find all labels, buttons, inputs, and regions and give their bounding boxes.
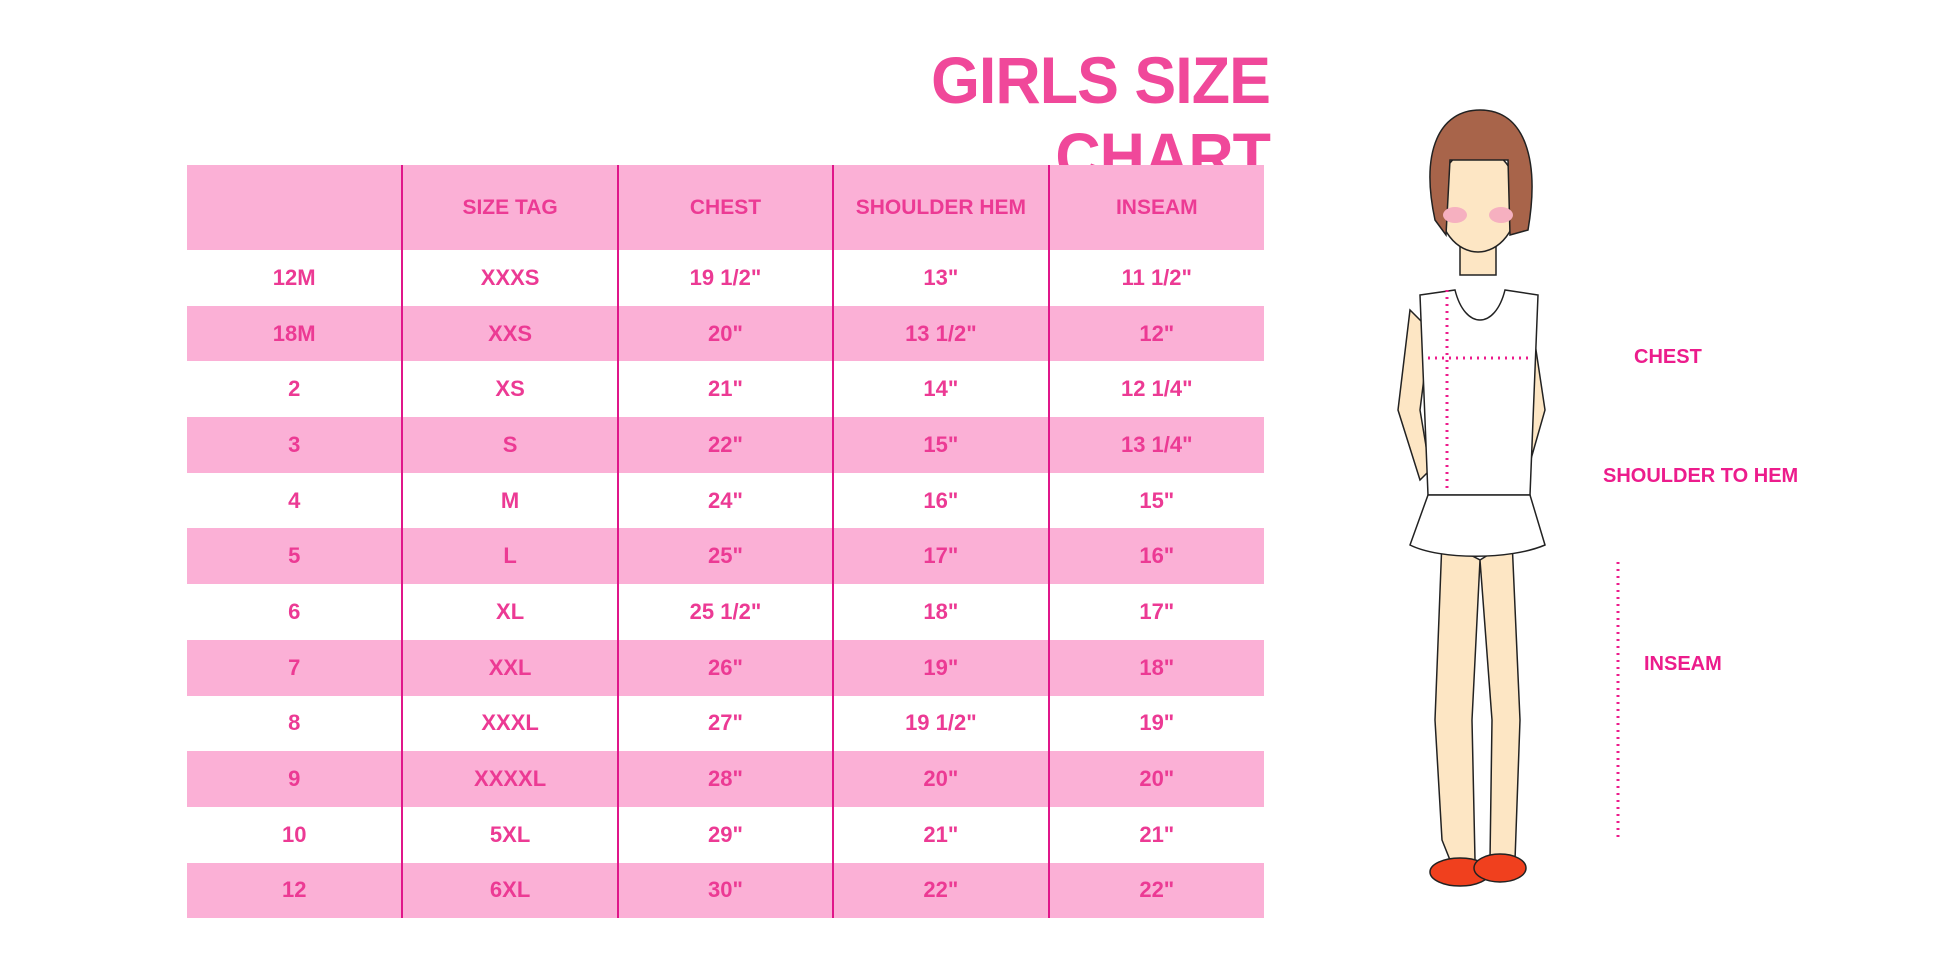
table-cell: 30" <box>616 862 834 919</box>
table-cell: 17" <box>832 528 1049 585</box>
table-cell: 17" <box>1047 584 1264 640</box>
table-cell: 21" <box>832 806 1049 863</box>
table-cell: 12 1/4" <box>1047 361 1264 418</box>
table-cell: 3 <box>187 417 403 473</box>
table-cell: 22" <box>1047 862 1264 919</box>
table-cell: 21" <box>616 361 834 418</box>
table-cell: 19" <box>1047 695 1264 752</box>
table-row: 8 XXXL 27" 19 1/2" 19" <box>187 695 1264 752</box>
table-cell: L <box>401 528 618 585</box>
table-cell: XL <box>401 584 618 640</box>
table-cell: 18" <box>1047 639 1264 696</box>
table-cell: 26" <box>616 639 834 696</box>
page-title: GIRLS SIZE CHART <box>931 43 1271 193</box>
cheek-right <box>1489 207 1513 223</box>
table-row: 4 M 24" 16" 15" <box>187 472 1264 529</box>
table-cell: 25 1/2" <box>616 584 834 640</box>
table-cell: XXS <box>401 305 618 362</box>
bloomers <box>1409 494 1546 557</box>
table-row: 12M XXXS 19 1/2" 13" 11 1/2" <box>187 250 1264 306</box>
column-header: SIZE TAG <box>401 165 618 250</box>
table-row: 9 XXXXL 28" 20" 20" <box>187 751 1264 807</box>
table-cell: 13 1/4" <box>1047 417 1264 473</box>
table-row: 2 XS 21" 14" 12 1/4" <box>187 361 1264 418</box>
legs <box>1434 538 1521 861</box>
table-cell: XS <box>401 361 618 418</box>
table-row: 5 L 25" 17" 16" <box>187 528 1264 585</box>
column-header <box>187 165 403 250</box>
column-header: CHEST <box>616 165 834 250</box>
table-cell: 12M <box>272 264 316 290</box>
table-cell: 19" <box>832 639 1049 696</box>
shoe-right <box>1473 853 1527 883</box>
table-row: 18M XXS 20" 13 1/2" 12" <box>187 305 1264 362</box>
table-cell: 29" <box>616 806 834 863</box>
table-cell: 14" <box>832 361 1049 418</box>
girl-measurement-illustration <box>1397 109 1620 887</box>
table-cell: 13" <box>832 250 1049 306</box>
table-row: 6 XL 25 1/2" 18" 17" <box>187 584 1264 640</box>
table-row: 7 XXL 26" 19" 18" <box>187 639 1264 696</box>
size-chart-table: SIZE TAG CHEST SHOULDER HEM INSEAM 12M XXXS 1… <box>187 165 1264 919</box>
cheek-left <box>1443 207 1467 223</box>
table-cell: 25" <box>616 528 834 585</box>
table-cell: 10 <box>281 821 307 847</box>
table-cell: XXXXL <box>401 751 618 807</box>
table-cell: 13 1/2" <box>832 305 1049 362</box>
table-cell: S <box>401 417 618 473</box>
column-header: SHOULDER HEM <box>832 165 1049 250</box>
table-cell: XXL <box>401 639 618 696</box>
table-cell: 19 1/2" <box>832 695 1049 752</box>
table-cell: 12 <box>187 862 403 919</box>
table-cell: 15" <box>1047 472 1264 529</box>
table-row: 3 S 22" 15" 13 1/4" <box>187 417 1264 473</box>
table-cell: 5XL <box>401 806 618 863</box>
table-cell: 12" <box>1047 305 1264 362</box>
table-row: 12 6XL 30" 22" 22" <box>187 862 1264 919</box>
table-cell: XXXL <box>401 695 618 752</box>
table-cell: 18" <box>832 584 1049 640</box>
table-cell: 6XL <box>401 862 618 919</box>
table-cell: 22" <box>832 862 1049 919</box>
table-cell: 24" <box>616 472 834 529</box>
table-cell: 20" <box>1047 751 1264 807</box>
top <box>1419 289 1539 496</box>
table-cell: 15" <box>832 417 1049 473</box>
table-cell: 9 <box>187 751 403 807</box>
table-cell: 21" <box>1047 806 1264 863</box>
table-row: 10 5XL 29" 21" 21" <box>187 806 1264 863</box>
table-cell: 28" <box>616 751 834 807</box>
chest-label: CHEST <box>1634 346 1702 368</box>
table-cell: 18M <box>187 305 403 362</box>
table-cell: 4 <box>288 487 301 513</box>
table-cell: 11 1/2" <box>1047 250 1264 306</box>
table-cell: 20" <box>616 305 834 362</box>
table-cell: M <box>401 472 618 529</box>
table-cell: 5 <box>187 528 403 585</box>
table-cell: 20" <box>832 751 1049 807</box>
table-cell: XXXS <box>401 250 618 306</box>
table-cell: 27" <box>616 695 834 752</box>
table-cell: 22" <box>616 417 834 473</box>
table-header-row: SIZE TAG CHEST SHOULDER HEM INSEAM <box>187 165 1264 250</box>
table-cell: 16" <box>1047 528 1264 585</box>
column-header: INSEAM <box>1047 165 1264 250</box>
table-cell: 8 <box>288 710 301 736</box>
table-cell: 7 <box>187 639 403 696</box>
hair <box>1429 109 1533 238</box>
inseam-label: INSEAM <box>1644 653 1722 675</box>
shoulder-to-hem-label: SHOULDER TO HEM <box>1603 465 1799 487</box>
table-cell: 6 <box>288 598 301 624</box>
table-cell: 19 1/2" <box>616 250 834 306</box>
table-cell: 2 <box>288 376 301 402</box>
table-cell: 16" <box>832 472 1049 529</box>
